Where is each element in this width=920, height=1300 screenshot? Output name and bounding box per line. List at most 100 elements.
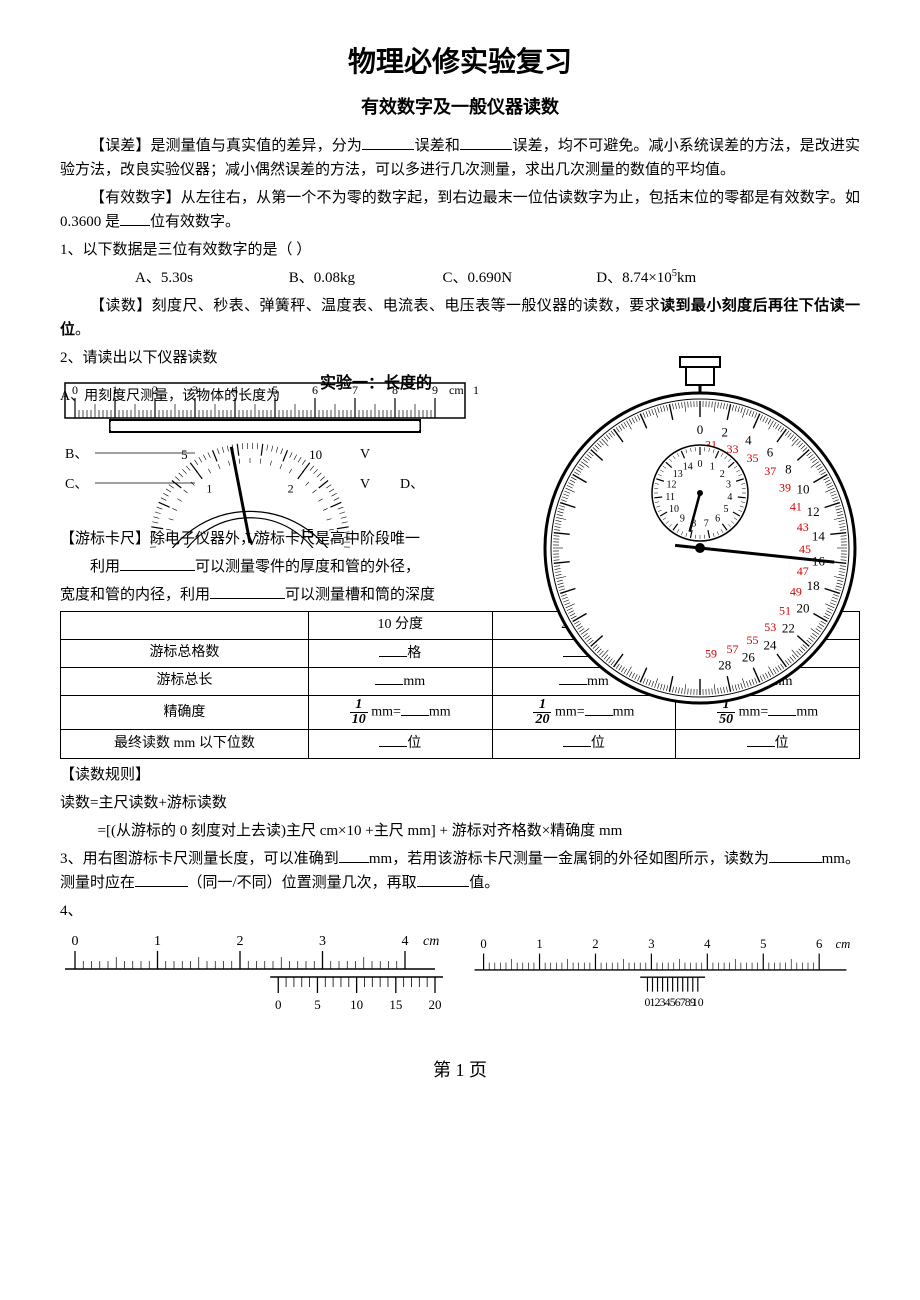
q3: 3、用右图游标卡尺测量长度，可以准确到mm，若用该游标卡尺测量一金属铜的外径如图… <box>60 847 860 895</box>
svg-text:4: 4 <box>704 937 711 951</box>
svg-text:2: 2 <box>237 934 244 949</box>
svg-text:3: 3 <box>648 937 654 951</box>
svg-text:20: 20 <box>797 600 810 615</box>
svg-text:12: 12 <box>807 504 820 519</box>
svg-text:4: 4 <box>727 492 732 503</box>
svg-text:0: 0 <box>480 937 486 951</box>
row-total-div-label: 游标总格数 <box>61 639 309 667</box>
q2-label-c: C、 <box>65 477 88 492</box>
svg-text:10: 10 <box>669 504 679 515</box>
page-number: 第 1 页 <box>60 1056 860 1085</box>
svg-text:24: 24 <box>763 637 777 652</box>
svg-text:20: 20 <box>429 997 442 1012</box>
voltmeter-figure: 0510150123V15 B、 C、 V V D、 <box>60 408 360 518</box>
svg-text:45: 45 <box>799 542 811 556</box>
svg-text:V: V <box>360 447 370 462</box>
paragraph-error: 【误差】是测量值与真实值的差异，分为误差和误差，均不可避免。减小系统误差的方法，… <box>60 134 860 182</box>
q1-option-d: D、8.74×105km <box>596 266 746 290</box>
svg-text:55: 55 <box>747 633 759 647</box>
svg-text:0: 0 <box>698 459 703 470</box>
svg-text:10: 10 <box>350 997 363 1012</box>
svg-text:57: 57 <box>726 641 738 655</box>
svg-text:3: 3 <box>319 934 326 949</box>
svg-text:6: 6 <box>715 513 720 524</box>
svg-text:5: 5 <box>723 504 728 515</box>
svg-text:35: 35 <box>747 451 759 465</box>
svg-text:15: 15 <box>389 997 402 1012</box>
row-total-len-label: 游标总长 <box>61 667 309 695</box>
svg-text:14: 14 <box>683 461 693 472</box>
q1-option-b: B、0.08kg <box>289 266 439 290</box>
svg-text:12: 12 <box>666 479 676 490</box>
calipers-figure: 01234cm05101520 0123456cm012345678910 <box>60 931 860 1026</box>
svg-text:9: 9 <box>680 513 685 524</box>
svg-text:1: 1 <box>536 937 542 951</box>
q2-label-a: A、用刻度尺测量，该物体的长度为 <box>60 386 280 408</box>
svg-text:4: 4 <box>402 934 409 949</box>
svg-text:V: V <box>360 477 370 492</box>
svg-text:4: 4 <box>745 432 752 447</box>
svg-text:3: 3 <box>726 479 731 490</box>
svg-text:0: 0 <box>275 997 282 1012</box>
svg-text:53: 53 <box>764 620 776 634</box>
svg-text:13: 13 <box>673 469 683 480</box>
reading-rule-1: 读数=主尺读数+游标读数 <box>60 791 860 815</box>
svg-text:26: 26 <box>742 649 756 664</box>
svg-text:5: 5 <box>760 937 766 951</box>
page-title: 物理必修实验复习 <box>60 40 860 85</box>
th-10: 10 分度 <box>308 612 492 639</box>
svg-text:8: 8 <box>785 461 792 476</box>
svg-text:18: 18 <box>807 577 820 592</box>
caliper-1: 0 1 2 3 4 cm 0 5 10 15 20 <box>60 931 450 1026</box>
reading-rule-2: =[(从游标的 0 刻度对上去读)主尺 cm×10 +主尺 mm] + 游标对齐… <box>60 819 860 843</box>
reading-rule-title: 【读数规则】 <box>60 763 860 787</box>
instruments-figure: A、用刻度尺测量，该物体的长度为 0123456789cm1 <box>60 378 860 518</box>
svg-text:1: 1 <box>154 934 161 949</box>
page-subtitle: 有效数字及一般仪器读数 <box>60 93 860 122</box>
svg-text:22: 22 <box>782 620 795 635</box>
svg-text:D、: D、 <box>400 477 420 492</box>
svg-text:2: 2 <box>592 937 598 951</box>
svg-text:0: 0 <box>72 934 79 949</box>
svg-text:V: V <box>245 529 258 548</box>
paragraph-sigfig: 【有效数字】从左往右，从第一个不为零的数字起，到右边最末一位估读数字为止，包括末… <box>60 186 860 234</box>
svg-text:cm: cm <box>836 937 851 951</box>
row-precision-label: 精确度 <box>61 696 309 730</box>
svg-text:1: 1 <box>206 481 212 495</box>
svg-text:11: 11 <box>665 492 675 503</box>
svg-text:28: 28 <box>718 657 731 672</box>
svg-text:15: 15 <box>300 527 314 542</box>
svg-text:41: 41 <box>790 499 802 513</box>
row-digits-label: 最终读数 mm 以下位数 <box>61 730 309 758</box>
svg-text:1: 1 <box>710 461 715 472</box>
svg-text:5: 5 <box>314 997 321 1012</box>
svg-text:39: 39 <box>779 480 791 494</box>
svg-text:2: 2 <box>721 424 728 439</box>
svg-text:10: 10 <box>309 446 322 461</box>
svg-text:14: 14 <box>812 528 826 543</box>
q2-label-b: B、 <box>65 447 88 462</box>
th-empty <box>61 612 309 639</box>
q1-option-a: A、5.30s <box>135 266 285 290</box>
svg-text:47: 47 <box>797 563 809 577</box>
stopwatch-figure: 0246810121416182022242628313335373941434… <box>520 348 880 728</box>
svg-text:59: 59 <box>705 646 717 660</box>
svg-text:37: 37 <box>764 464 776 478</box>
svg-text:49: 49 <box>790 584 802 598</box>
svg-text:0: 0 <box>697 422 704 437</box>
svg-text:cm: cm <box>423 934 439 949</box>
svg-text:10: 10 <box>692 995 704 1009</box>
svg-text:6: 6 <box>816 937 822 951</box>
svg-text:6: 6 <box>312 383 318 397</box>
experiment-1-heading: 实验一：长度的 <box>320 371 520 397</box>
svg-text:10: 10 <box>797 481 810 496</box>
q4: 4、 <box>60 899 860 923</box>
svg-text:43: 43 <box>797 520 809 534</box>
svg-text:7: 7 <box>704 518 709 529</box>
q1-stem: 1、以下数据是三位有效数字的是（ ） <box>60 238 860 262</box>
svg-text:6: 6 <box>767 444 774 459</box>
svg-text:2: 2 <box>288 481 294 495</box>
q1-option-c: C、0.690N <box>443 266 593 290</box>
q1-options: A、5.30s B、0.08kg C、0.690N D、8.74×105km <box>60 266 860 290</box>
svg-text:5: 5 <box>181 446 188 461</box>
